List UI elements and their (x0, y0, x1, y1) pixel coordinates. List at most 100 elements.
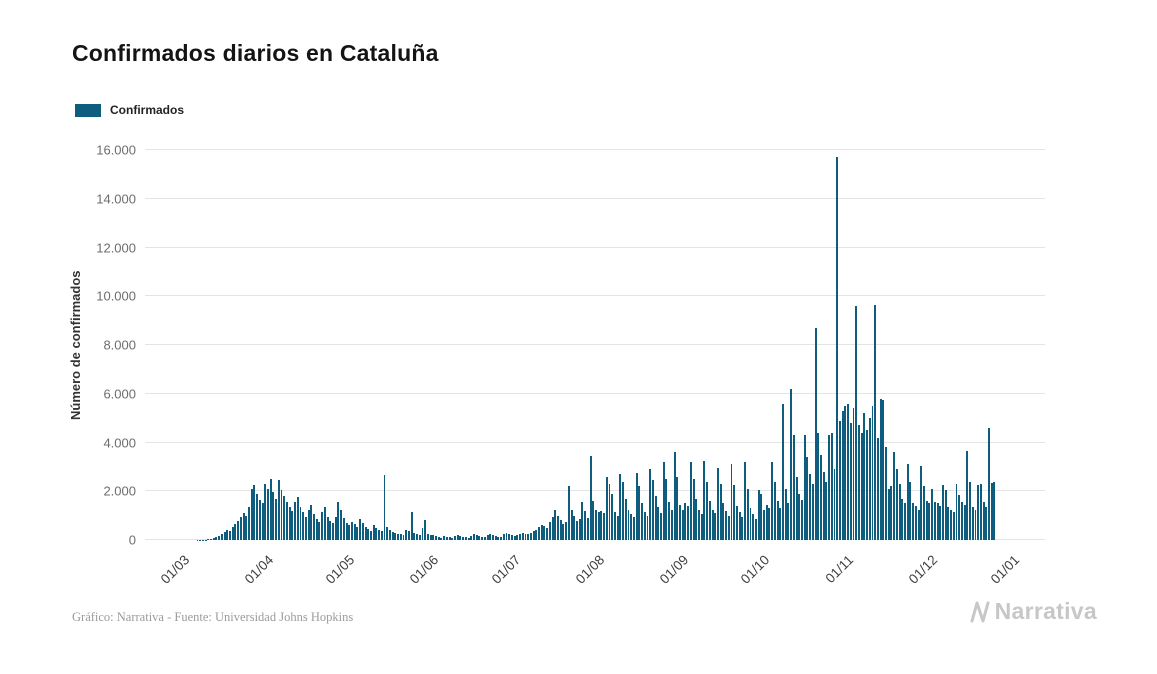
bar[interactable] (456, 534, 459, 540)
bar[interactable] (529, 532, 532, 540)
bar[interactable] (679, 504, 681, 540)
bar[interactable] (741, 516, 744, 540)
bar[interactable] (947, 507, 950, 540)
bar[interactable] (933, 502, 936, 540)
bar[interactable] (627, 509, 630, 540)
bar[interactable] (242, 513, 245, 540)
bar[interactable] (586, 518, 589, 540)
bar[interactable] (605, 476, 608, 540)
bar[interactable] (269, 479, 272, 540)
bar[interactable] (963, 504, 966, 540)
bar[interactable] (245, 515, 248, 540)
bar[interactable] (952, 511, 955, 540)
bar[interactable] (660, 513, 662, 540)
bar[interactable] (584, 510, 587, 540)
bar[interactable] (624, 498, 627, 540)
bar[interactable] (866, 430, 869, 540)
bar[interactable] (752, 514, 755, 540)
bar[interactable] (738, 511, 741, 540)
bar[interactable] (698, 509, 700, 540)
bar[interactable] (887, 488, 890, 540)
bar[interactable] (212, 538, 215, 540)
bar[interactable] (557, 515, 559, 540)
bar[interactable] (573, 516, 576, 540)
bar[interactable] (253, 485, 256, 540)
bar[interactable] (277, 480, 280, 540)
legend[interactable]: Confirmados (75, 103, 184, 117)
bar[interactable] (960, 502, 963, 540)
bar[interactable] (939, 505, 942, 540)
bar[interactable] (977, 485, 980, 540)
bar[interactable] (749, 508, 752, 540)
bar[interactable] (811, 483, 814, 540)
bar[interactable] (941, 485, 944, 540)
bar[interactable] (901, 498, 904, 540)
bar[interactable] (237, 521, 240, 540)
bar[interactable] (562, 524, 565, 540)
bar[interactable] (928, 503, 931, 540)
bar[interactable] (608, 483, 611, 540)
bar[interactable] (329, 520, 332, 540)
bar[interactable] (394, 532, 397, 540)
bar[interactable] (359, 519, 362, 540)
bar[interactable] (773, 481, 776, 540)
bar[interactable] (445, 536, 448, 540)
bar[interactable] (532, 531, 535, 540)
bar[interactable] (844, 405, 847, 540)
bar[interactable] (613, 511, 616, 540)
bar[interactable] (239, 516, 242, 540)
bar[interactable] (513, 536, 516, 540)
bar[interactable] (272, 492, 275, 540)
bar[interactable] (540, 524, 543, 540)
bar[interactable] (473, 534, 475, 540)
bar[interactable] (657, 507, 660, 540)
bar[interactable] (340, 509, 343, 540)
bar[interactable] (207, 539, 210, 540)
bar[interactable] (906, 464, 909, 540)
bar[interactable] (521, 532, 524, 540)
bar[interactable] (402, 535, 405, 540)
bar[interactable] (700, 514, 703, 540)
bar[interactable] (920, 465, 923, 540)
bar[interactable] (719, 483, 722, 540)
bar[interactable] (730, 464, 733, 540)
bar[interactable] (500, 537, 503, 540)
bar[interactable] (830, 432, 833, 540)
bar[interactable] (820, 454, 822, 540)
bar[interactable] (334, 516, 337, 540)
bar[interactable] (337, 502, 340, 540)
bar[interactable] (632, 516, 635, 540)
bar[interactable] (554, 509, 557, 540)
bar[interactable] (874, 304, 877, 540)
bar[interactable] (543, 526, 546, 540)
bar[interactable] (616, 515, 619, 540)
bar[interactable] (684, 503, 687, 540)
bar[interactable] (711, 509, 714, 540)
bar[interactable] (570, 509, 573, 540)
bar[interactable] (294, 502, 297, 540)
bar[interactable] (803, 435, 806, 540)
bar[interactable] (378, 529, 381, 540)
bar[interactable] (931, 488, 934, 540)
bar[interactable] (421, 527, 424, 540)
bar[interactable] (651, 480, 654, 540)
bar[interactable] (855, 306, 858, 540)
bar[interactable] (407, 530, 410, 540)
bar[interactable] (936, 503, 939, 540)
bar[interactable] (451, 537, 454, 540)
bar[interactable] (399, 534, 402, 540)
bar[interactable] (638, 486, 641, 540)
bar[interactable] (665, 479, 668, 540)
bar[interactable] (548, 522, 551, 540)
bar[interactable] (351, 521, 353, 540)
bar[interactable] (890, 486, 893, 540)
bar[interactable] (687, 505, 690, 540)
bar[interactable] (619, 474, 622, 540)
bar[interactable] (296, 497, 299, 540)
bar[interactable] (912, 503, 915, 540)
bar[interactable] (982, 502, 985, 540)
bar[interactable] (692, 479, 695, 540)
bar[interactable] (372, 525, 375, 540)
bar[interactable] (353, 524, 356, 540)
bar[interactable] (725, 510, 728, 540)
